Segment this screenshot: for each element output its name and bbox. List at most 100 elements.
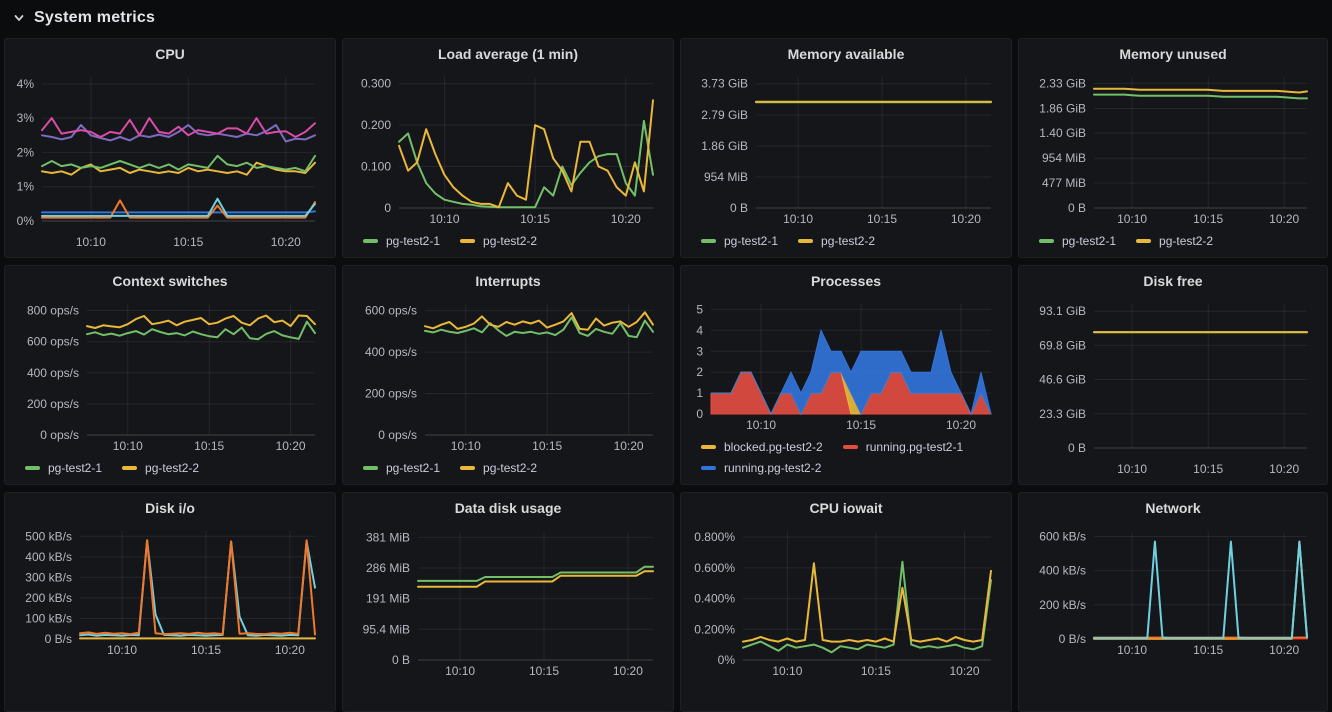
- panel-network: Network 10:10 10:15 10:20 0 B/s 200 kB/s 400 …: [1018, 492, 1328, 712]
- svg-text:10:20: 10:20: [271, 235, 301, 249]
- legend-item[interactable]: running.pg-test2-2: [701, 457, 821, 478]
- svg-text:10:15: 10:15: [867, 212, 897, 226]
- chart-canvas[interactable]: 10:10 10:15 10:20 0 B 954 MiB 1.86 GiB 2.79 Gi…: [691, 65, 1001, 228]
- svg-text:0.300: 0.300: [361, 77, 391, 91]
- panel-load-average: Load average (1 min) 10:10 10:15 10:20 0 0.1…: [342, 38, 674, 258]
- panel-title[interactable]: Network: [1145, 500, 1201, 516]
- svg-text:10:15: 10:15: [191, 643, 221, 657]
- section-title[interactable]: System metrics: [34, 9, 156, 26]
- legend: pg-test2-1 pg-test2-2: [353, 455, 663, 478]
- legend-label: pg-test2-2: [145, 460, 200, 475]
- svg-text:2%: 2%: [17, 145, 35, 159]
- svg-text:200 ops/s: 200 ops/s: [27, 397, 79, 411]
- legend-label: running.pg-test2-2: [724, 460, 822, 475]
- legend-item[interactable]: running.pg-test2-1: [842, 436, 963, 457]
- grafana-dashboard: { "header": { "title": "System metrics",…: [4, 9, 1328, 712]
- svg-text:1%: 1%: [17, 180, 35, 194]
- chart-canvas[interactable]: 10:10 10:15 10:20 0 1 2 3 4 5: [691, 292, 1001, 434]
- svg-text:10:10: 10:10: [451, 439, 481, 453]
- svg-text:10:10: 10:10: [1117, 212, 1147, 226]
- panel-title[interactable]: CPU: [155, 46, 185, 62]
- legend-item[interactable]: pg-test2-2: [460, 457, 537, 478]
- panel-cpu-iowait: CPU iowait 10:10 10:15 10:20 0% 0.200% 0.400%…: [680, 492, 1012, 712]
- chart-canvas[interactable]: 10:10 10:15 10:20 0 ops/s 200 ops/s 400 ops/s…: [353, 292, 663, 455]
- svg-text:69.8 GiB: 69.8 GiB: [1039, 338, 1086, 352]
- panel-title[interactable]: Disk i/o: [145, 500, 195, 516]
- panel-title[interactable]: Load average (1 min): [437, 46, 579, 62]
- svg-text:10:20: 10:20: [614, 439, 644, 453]
- legend-item[interactable]: pg-test2-1: [701, 230, 778, 251]
- svg-text:10:10: 10:10: [746, 418, 776, 432]
- legend-swatch: [363, 238, 378, 243]
- legend-item[interactable]: pg-test2-2: [1136, 230, 1213, 251]
- chart-canvas[interactable]: 10:10 10:15 10:20 0 B/s 200 kB/s 400 kB/s 600 …: [1029, 519, 1317, 659]
- legend-item[interactable]: blocked.pg-test2-2: [701, 436, 823, 457]
- legend-label: pg-test2-2: [821, 233, 876, 248]
- legend-label: pg-test2-1: [1062, 233, 1117, 248]
- panel-title[interactable]: Context switches: [112, 273, 228, 289]
- svg-text:200 kB/s: 200 kB/s: [1039, 598, 1086, 612]
- panel-title[interactable]: Data disk usage: [454, 500, 562, 516]
- chevron-down-icon[interactable]: [13, 12, 25, 24]
- svg-text:286 MiB: 286 MiB: [366, 561, 410, 575]
- legend-item[interactable]: pg-test2-2: [122, 457, 199, 478]
- chart-canvas[interactable]: 10:10 10:15 10:20 0 B/s 100 kB/s 200 kB/s 300 …: [15, 519, 325, 659]
- legend-swatch: [122, 465, 138, 470]
- svg-text:10:20: 10:20: [949, 664, 979, 678]
- svg-text:600 ops/s: 600 ops/s: [27, 335, 79, 349]
- chart-canvas[interactable]: 10:10 10:15 10:20 0 B 23.3 GiB 46.6 GiB 69.8 G…: [1029, 292, 1317, 478]
- svg-text:400 ops/s: 400 ops/s: [365, 345, 417, 359]
- legend: blocked.pg-test2-2 running.pg-test2-1 runn…: [691, 434, 1001, 478]
- chart-canvas[interactable]: 10:10 10:15 10:20 0 ops/s 200 ops/s 400 ops/s…: [15, 292, 325, 455]
- svg-text:5: 5: [696, 302, 703, 316]
- svg-text:3.73 GiB: 3.73 GiB: [701, 77, 748, 91]
- svg-text:0 B: 0 B: [392, 653, 410, 667]
- chart-canvas[interactable]: 10:10 10:15 10:20 0 B 477 MiB 954 MiB 1.40 GiB…: [1029, 65, 1317, 228]
- chart-svg: 10:10 10:15 10:20 0 B 477 MiB 954 MiB 1.40 GiB…: [1039, 76, 1308, 226]
- legend-label: pg-test2-2: [1159, 233, 1214, 248]
- svg-text:23.3 GiB: 23.3 GiB: [1039, 407, 1086, 421]
- panel-title[interactable]: Memory available: [787, 46, 905, 62]
- legend: [353, 680, 663, 705]
- svg-text:400 kB/s: 400 kB/s: [1039, 564, 1086, 578]
- legend-swatch: [701, 465, 716, 470]
- legend-item[interactable]: pg-test2-2: [798, 230, 875, 251]
- svg-text:2.33 GiB: 2.33 GiB: [1039, 76, 1086, 90]
- svg-text:10:10: 10:10: [445, 664, 475, 678]
- panel-title[interactable]: Processes: [810, 273, 882, 289]
- legend: pg-test2-1 pg-test2-2: [15, 455, 325, 478]
- svg-text:10:20: 10:20: [951, 212, 981, 226]
- chart-svg: 10:10 10:15 10:20 0 B 954 MiB 1.86 GiB 2.79 Gi…: [701, 77, 992, 226]
- svg-text:46.6 GiB: 46.6 GiB: [1039, 373, 1086, 387]
- chart-canvas[interactable]: 10:10 10:15 10:20 0% 0.200% 0.400% 0.600% 0.800…: [691, 519, 1001, 680]
- svg-text:10:20: 10:20: [611, 212, 641, 226]
- chart-canvas[interactable]: 10:10 10:15 10:20 0 B 95.4 MiB 191 MiB 286 MiB…: [353, 519, 663, 680]
- svg-text:400 kB/s: 400 kB/s: [25, 550, 72, 564]
- legend-swatch: [1136, 238, 1152, 243]
- panel-title[interactable]: CPU iowait: [809, 500, 883, 516]
- panel-title[interactable]: Disk free: [1143, 273, 1203, 289]
- svg-text:93.1 GiB: 93.1 GiB: [1039, 304, 1086, 318]
- chart-canvas[interactable]: 10:10 10:15 10:20 0 0.100 0.200 0.300: [353, 65, 663, 228]
- legend-label: pg-test2-2: [483, 233, 538, 248]
- svg-text:200 kB/s: 200 kB/s: [25, 591, 72, 605]
- svg-text:10:10: 10:10: [107, 643, 137, 657]
- svg-text:3%: 3%: [17, 111, 35, 125]
- legend: [1029, 659, 1317, 705]
- panel-title[interactable]: Memory unused: [1119, 46, 1227, 62]
- svg-text:0 B/s: 0 B/s: [1059, 632, 1086, 646]
- svg-text:0.600%: 0.600%: [694, 561, 735, 575]
- legend-item[interactable]: pg-test2-1: [1039, 230, 1116, 251]
- svg-text:10:15: 10:15: [194, 439, 224, 453]
- svg-text:0 B: 0 B: [730, 201, 748, 215]
- svg-text:200 ops/s: 200 ops/s: [365, 387, 417, 401]
- legend-item[interactable]: pg-test2-2: [460, 230, 537, 251]
- legend-item[interactable]: pg-test2-1: [363, 457, 440, 478]
- panel-title[interactable]: Interrupts: [475, 273, 541, 289]
- panel-memory-available: Memory available 10:10 10:15 10:20 0 B 954 M…: [680, 38, 1012, 258]
- legend-item[interactable]: pg-test2-1: [363, 230, 440, 251]
- panel-context-switches: Context switches 10:10 10:15 10:20 0 ops/s 2…: [4, 265, 336, 485]
- svg-text:4%: 4%: [17, 77, 35, 91]
- legend-item[interactable]: pg-test2-1: [25, 457, 102, 478]
- chart-canvas[interactable]: 10:10 10:15 10:20 0% 1% 2% 3% 4%: [15, 65, 325, 251]
